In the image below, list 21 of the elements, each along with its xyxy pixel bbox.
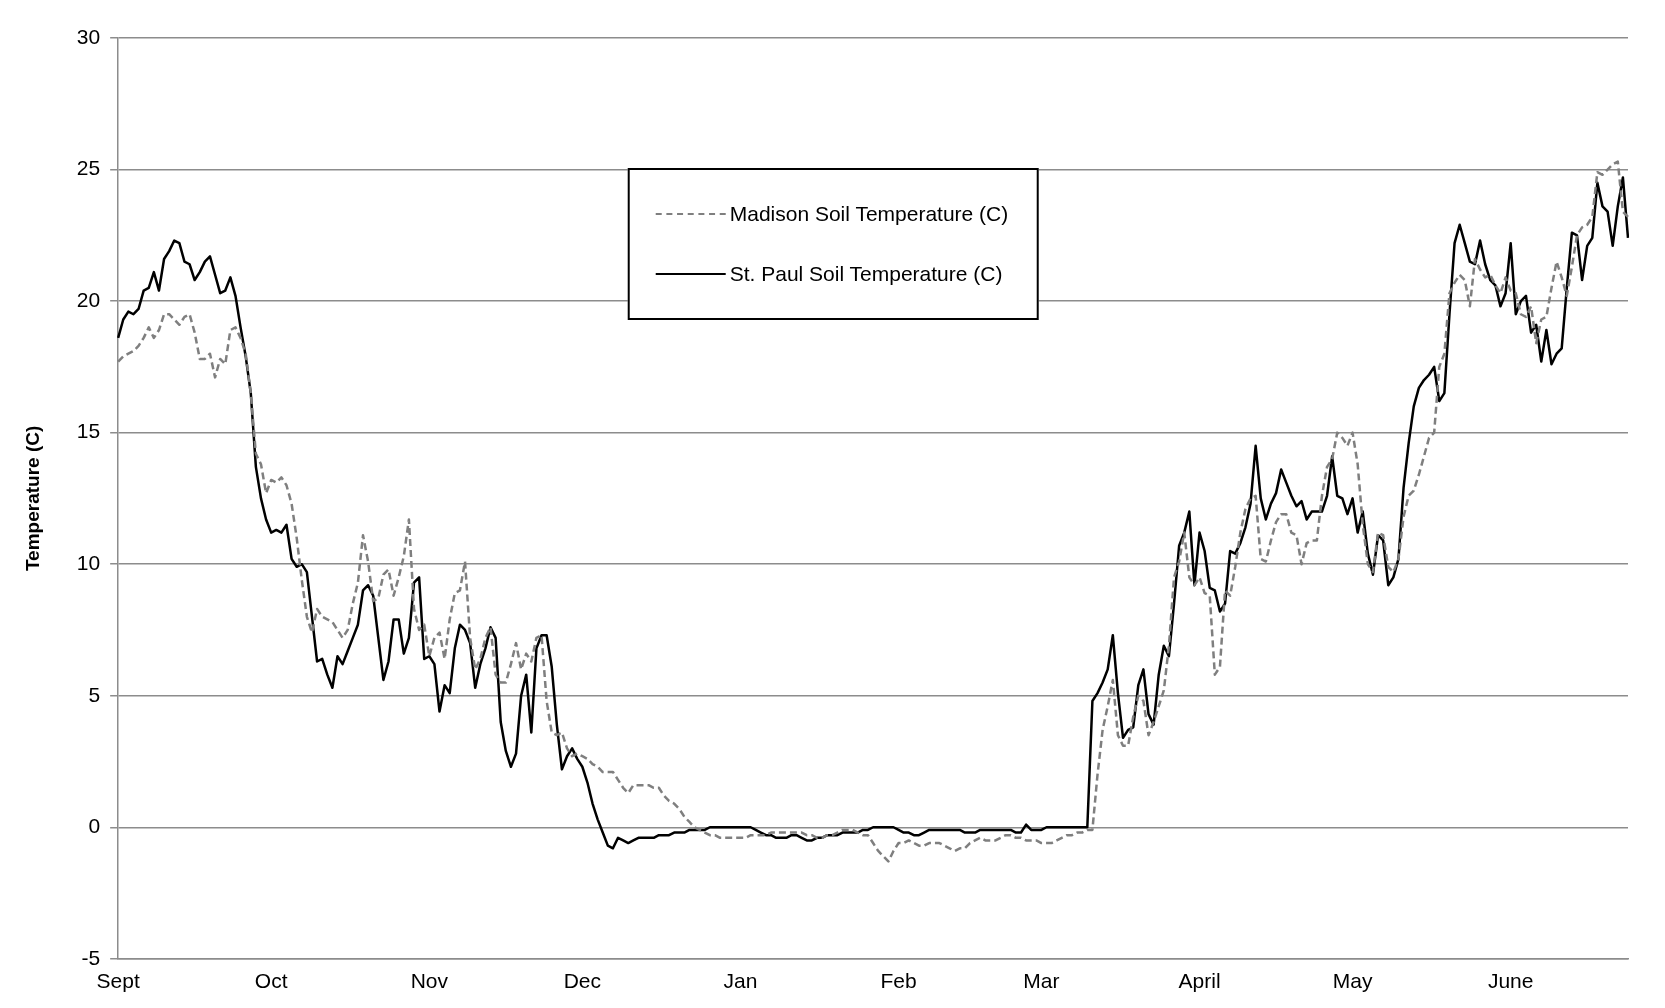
y-axis-title: Temperature (C) [21,425,43,572]
y-tick-label: 30 [76,24,101,48]
x-tick-label: Nov [410,969,449,993]
y-tick-label: -5 [81,945,101,969]
x-tick-label: Sept [96,969,140,993]
legend-label: Madison Soil Temperature (C) [729,202,1009,226]
x-tick-label: Oct [254,969,288,993]
legend-label: St. Paul Soil Temperature (C) [729,262,1003,286]
x-tick-label: Jan [723,969,758,993]
y-tick-label: 15 [76,419,101,443]
y-tick-label: 20 [76,287,101,311]
x-tick-label: Feb [880,969,917,993]
y-tick-label: 25 [76,156,101,180]
x-tick-label: Dec [563,969,602,993]
y-tick-label: 10 [76,550,101,574]
x-tick-label: June [1487,969,1534,993]
x-tick-label: May [1332,969,1373,993]
x-tick-label: Mar [1023,969,1060,993]
y-tick-label: 5 [88,682,101,706]
x-tick-label: April [1178,969,1221,993]
y-tick-label: 0 [88,814,101,838]
